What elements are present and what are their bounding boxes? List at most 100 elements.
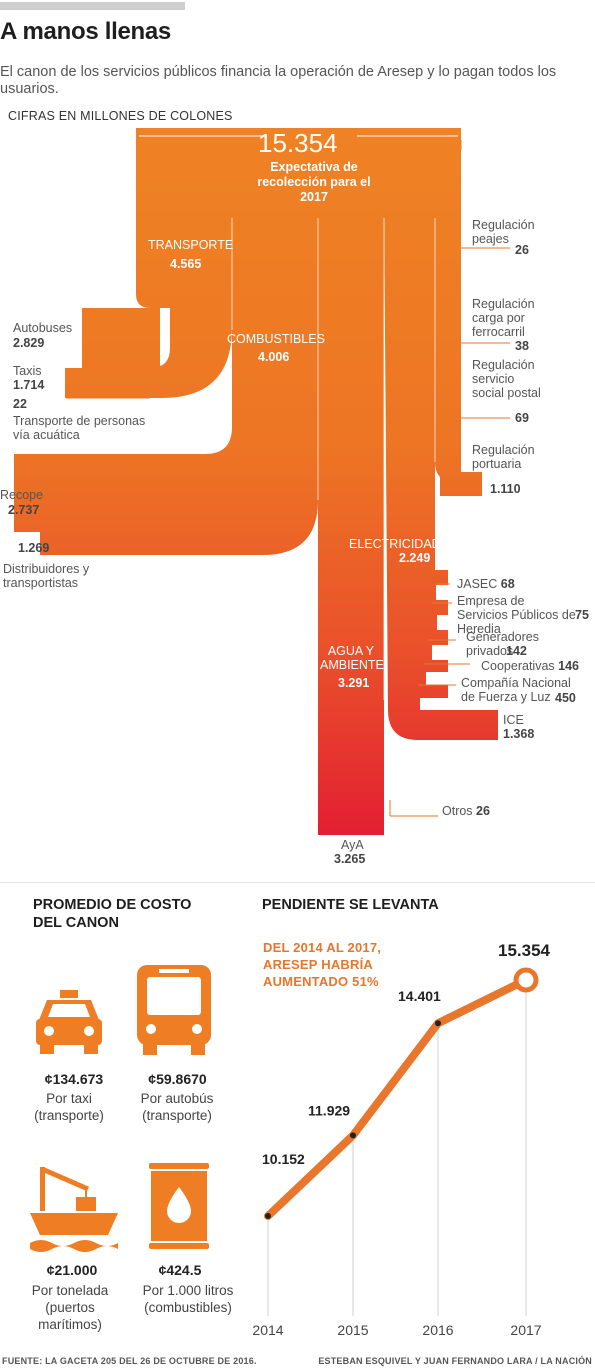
footer-credits: ESTEBAN ESQUIVEL Y JUAN FERNANDO LARA / … bbox=[318, 1356, 592, 1366]
bus-desc: Por autobús (transporte) bbox=[140, 1091, 214, 1123]
sector-electricidad-label: ELECTRICIDAD bbox=[349, 537, 441, 551]
line-x-tick-labels: 2014 2015 2016 2017 bbox=[252, 1322, 541, 1338]
line-points bbox=[265, 967, 539, 1219]
ship-icon bbox=[30, 1165, 120, 1253]
autobuses-label: Autobuses bbox=[13, 321, 73, 335]
flow-separators bbox=[231, 218, 436, 700]
cnfl-label: Compañía Nacional de Fuerza y Luz bbox=[461, 676, 571, 704]
bus-price: ¢59.8670 bbox=[148, 1071, 207, 1087]
peajes-label: Regulación peajes bbox=[472, 218, 535, 246]
distribuidores-label: Distribuidores y transportistas bbox=[3, 562, 90, 590]
generadores-label: Generadores privados bbox=[466, 630, 539, 658]
taxi-icon bbox=[33, 990, 105, 1056]
acuatica-label: Transporte de personas vía acuática bbox=[13, 414, 146, 442]
costs-title: PROMEDIO DE COSTO DEL CANON bbox=[33, 897, 192, 931]
jasec-item: JASEC 68 bbox=[457, 577, 515, 591]
flow-agua bbox=[318, 210, 384, 835]
x-tick-2016: 2016 bbox=[422, 1322, 453, 1338]
postal-value: 69 bbox=[515, 411, 529, 425]
flow-transporte bbox=[65, 210, 232, 398]
taxis-value: 1.714 bbox=[13, 378, 45, 392]
x-tick-2015: 2015 bbox=[337, 1322, 368, 1338]
fuel-price: ¢424.5 bbox=[158, 1262, 202, 1278]
fuel-desc: Por 1.000 litros (combustibles) bbox=[142, 1283, 234, 1315]
esph-value: 75 bbox=[575, 608, 589, 622]
section-divider bbox=[0, 882, 595, 883]
taxis-label: Taxis bbox=[13, 364, 42, 378]
sector-agua-label: AGUA Y AMBIENTE bbox=[320, 644, 384, 672]
total-value: 15.354 bbox=[258, 128, 338, 158]
recope-label: Recope bbox=[0, 488, 44, 502]
sector-combustibles-label: COMBUSTIBLES bbox=[227, 332, 325, 346]
portuaria-label: Regulación portuaria bbox=[472, 443, 535, 471]
autobuses-value: 2.829 bbox=[13, 336, 45, 350]
ice-label: ICE bbox=[503, 713, 524, 727]
sankey-flow-diagram bbox=[14, 128, 510, 835]
distribuidores-value: 1.269 bbox=[18, 541, 50, 555]
peajes-value: 26 bbox=[515, 243, 529, 257]
ice-value: 1.368 bbox=[503, 727, 535, 741]
recope-value: 2.737 bbox=[8, 503, 40, 517]
cooperativas-item: Cooperativas 146 bbox=[481, 659, 579, 673]
generadores-value: 142 bbox=[506, 644, 527, 658]
jasec-value: 68 bbox=[500, 577, 515, 591]
point-2017 bbox=[513, 967, 539, 993]
point-2016 bbox=[435, 1020, 441, 1027]
sector-electricidad-value: 2.249 bbox=[399, 551, 431, 565]
sector-transporte-label: TRANSPORTE bbox=[148, 238, 234, 252]
sankey-flows bbox=[14, 128, 498, 835]
taxi-price: ¢134.673 bbox=[44, 1071, 104, 1087]
sector-agua-value: 3.291 bbox=[338, 676, 370, 690]
value-label-2014: 10.152 bbox=[262, 1151, 305, 1167]
flow-distribuidores bbox=[40, 532, 215, 555]
esph-label: Empresa de Servicios Públicos de Heredia bbox=[457, 594, 576, 636]
total-label: Expectativa de recolección para el 2017 bbox=[257, 160, 371, 204]
ferrocarril-label: Regulación carga por ferrocarril bbox=[472, 297, 535, 339]
fuel-barrel-icon bbox=[147, 1163, 211, 1249]
postal-label: Regulación servicio social postal bbox=[472, 358, 541, 400]
page-title: A manos llenas bbox=[0, 18, 171, 45]
footer-source: FUENTE: LA GACETA 205 DEL 26 DE OCTUBRE … bbox=[2, 1356, 257, 1366]
flow-electricidad bbox=[384, 210, 498, 740]
ship-price: ¢21.000 bbox=[46, 1262, 98, 1278]
cnfl-value: 450 bbox=[555, 691, 576, 705]
acuatica-value: 22 bbox=[13, 397, 27, 411]
top-decoration-bar bbox=[0, 2, 185, 10]
point-2015 bbox=[350, 1132, 356, 1139]
value-label-2016: 14.401 bbox=[398, 988, 441, 1004]
flow-total bbox=[136, 128, 461, 218]
portuaria-value: 1.110 bbox=[490, 482, 521, 496]
otros-item: Otros 26 bbox=[442, 804, 490, 818]
line-chart-title: PENDIENTE SE LEVANTA bbox=[262, 897, 439, 913]
point-2014 bbox=[265, 1213, 271, 1219]
value-label-2015: 11.929 bbox=[308, 1102, 350, 1118]
page-subtitle: El canon de los servicios públicos finan… bbox=[0, 64, 557, 97]
jasec-label: JASEC bbox=[457, 577, 498, 591]
taxi-desc: Por taxi (transporte) bbox=[34, 1091, 104, 1123]
line-chart-gridlines bbox=[267, 980, 527, 1316]
ship-desc: Por tonelada (puertos marítimos) bbox=[31, 1283, 109, 1332]
value-label-2017: 15.354 bbox=[498, 941, 551, 960]
line-value-labels: 10.152 11.929 14.401 15.354 bbox=[262, 941, 551, 1167]
line-series bbox=[264, 976, 530, 1220]
cooperativas-value: 146 bbox=[558, 659, 579, 673]
otros-value: 26 bbox=[476, 804, 490, 818]
aya-value: 3.265 bbox=[334, 852, 366, 866]
sector-transporte-value: 4.565 bbox=[170, 257, 202, 271]
units-note: CIFRAS EN MILLONES DE COLONES bbox=[8, 109, 233, 123]
x-tick-2017: 2017 bbox=[510, 1322, 541, 1338]
sector-combustibles-value: 4.006 bbox=[258, 350, 290, 364]
ferrocarril-value: 38 bbox=[515, 339, 529, 353]
aya-label: AyA bbox=[341, 838, 364, 852]
flow-autobuses bbox=[82, 308, 160, 368]
otros-label: Otros bbox=[442, 804, 473, 818]
x-tick-2014: 2014 bbox=[252, 1322, 283, 1338]
flow-recope bbox=[14, 454, 214, 532]
cooperativas-label: Cooperativas bbox=[481, 659, 555, 673]
flow-portuaria bbox=[440, 472, 482, 496]
leader-lines bbox=[66, 140, 510, 817]
bus-icon bbox=[135, 965, 213, 1055]
line-chart-annotation: DEL 2014 AL 2017, ARESEP HABRÍA AUMENTAD… bbox=[263, 940, 382, 989]
flow-regulacion bbox=[435, 210, 461, 482]
